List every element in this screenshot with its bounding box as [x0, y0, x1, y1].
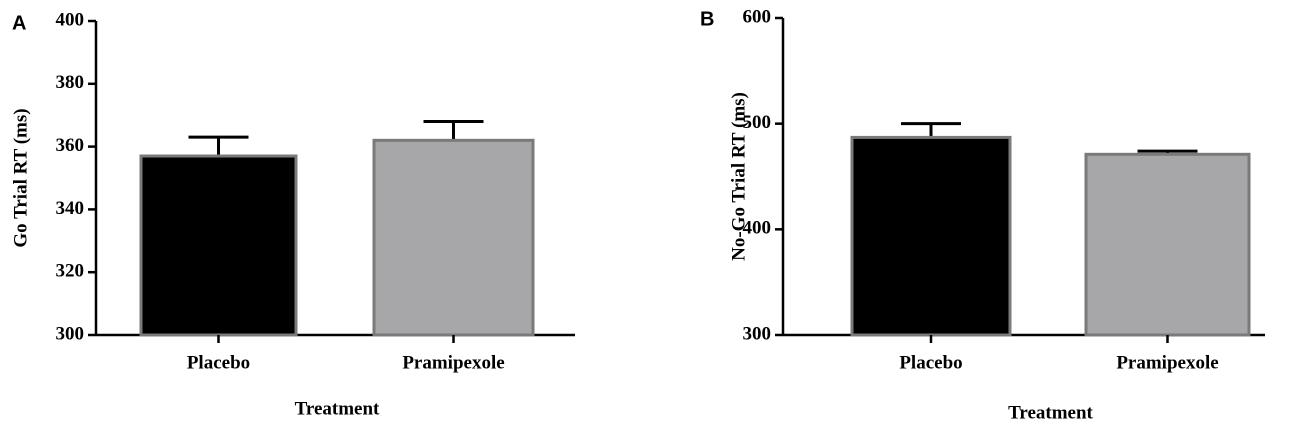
- y-tick-label: 400: [56, 9, 85, 30]
- y-axis-label: No-Go Trial RT (ms): [728, 92, 749, 261]
- panel-label: A: [12, 12, 26, 34]
- panel-label: B: [700, 8, 714, 30]
- y-tick-label: 500: [743, 112, 772, 133]
- y-axis-label: Go Trial RT (ms): [10, 108, 31, 247]
- y-tick-label: 380: [56, 72, 85, 93]
- y-tick-label: 400: [743, 218, 772, 239]
- y-tick-label: 300: [56, 323, 85, 344]
- y-tick-label: 300: [743, 323, 772, 344]
- y-tick-label: 320: [56, 261, 85, 282]
- x-tick-label: Placebo: [187, 352, 250, 373]
- bar: [1084, 152, 1251, 337]
- bar: [372, 138, 535, 337]
- y-tick-label: 360: [56, 135, 85, 156]
- bar: [850, 135, 1012, 337]
- bar: [139, 154, 298, 337]
- x-tick-label: Pramipexole: [1116, 352, 1218, 373]
- x-tick-label: Pramipexole: [402, 352, 504, 373]
- x-axis-label: Treatment: [295, 398, 380, 419]
- x-axis-label: Treatment: [1008, 402, 1093, 423]
- y-tick-label: 600: [743, 6, 772, 27]
- y-tick-label: 340: [56, 198, 85, 219]
- x-tick-label: Placebo: [899, 352, 962, 373]
